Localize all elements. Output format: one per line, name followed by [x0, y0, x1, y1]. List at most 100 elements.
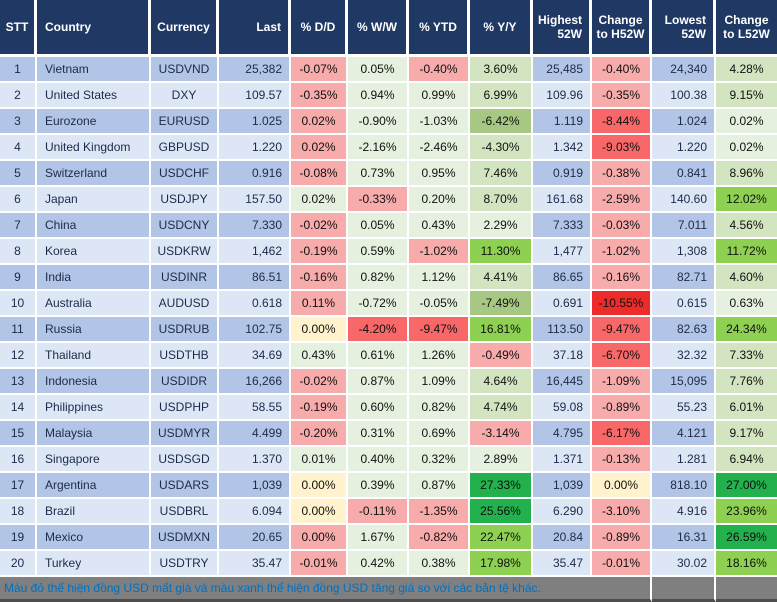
- cell-d-d: 0.00%: [291, 525, 348, 551]
- cell-currency: USDJPY: [151, 187, 219, 213]
- cell-y-y: -6.42%: [470, 109, 533, 135]
- cell-d-d: 0.43%: [291, 343, 348, 369]
- cell-change-to-l52w: 4.60%: [716, 265, 777, 291]
- cell-highest-52w: 0.919: [533, 161, 592, 187]
- cell-last: 35.47: [219, 551, 291, 577]
- cell-w-w: -4.20%: [348, 317, 409, 343]
- cell-stt: 9: [0, 265, 37, 291]
- cell-ytd: -1.35%: [409, 499, 470, 525]
- table-row: 17 Argentina USDARS 1,039 0.00% 0.39% 0.87% 27.…: [0, 473, 777, 499]
- cell-highest-52w: 109.96: [533, 83, 592, 109]
- cell-change-to-h52w: -0.13%: [592, 447, 652, 473]
- cell-change-to-l52w: 9.17%: [716, 421, 777, 447]
- cell-d-d: -0.19%: [291, 239, 348, 265]
- column-header-country: Country: [37, 0, 151, 57]
- table-body: 1 Vietnam USDVND 25,382 -0.07% 0.05% -0.40% 3.6…: [0, 57, 777, 577]
- cell-d-d: -0.16%: [291, 265, 348, 291]
- cell-highest-52w: 35.47: [533, 551, 592, 577]
- cell-currency: USDVND: [151, 57, 219, 83]
- cell-change-to-h52w: -0.40%: [592, 57, 652, 83]
- cell-stt: 3: [0, 109, 37, 135]
- cell-lowest-52w: 4.121: [652, 421, 716, 447]
- cell-currency: USDRUB: [151, 317, 219, 343]
- cell-w-w: 0.39%: [348, 473, 409, 499]
- cell-w-w: -0.72%: [348, 291, 409, 317]
- cell-currency: USDCNY: [151, 213, 219, 239]
- cell-w-w: 0.60%: [348, 395, 409, 421]
- cell-d-d: -0.02%: [291, 369, 348, 395]
- cell-currency: USDMYR: [151, 421, 219, 447]
- cell-change-to-h52w: -0.35%: [592, 83, 652, 109]
- cell-change-to-l52w: 8.96%: [716, 161, 777, 187]
- cell-lowest-52w: 24,340: [652, 57, 716, 83]
- table-footer: Màu đỏ thể hiện đồng USD mất giá và màu …: [0, 577, 777, 602]
- cell-w-w: 0.59%: [348, 239, 409, 265]
- cell-ytd: 0.99%: [409, 83, 470, 109]
- cell-change-to-l52w: 23.96%: [716, 499, 777, 525]
- cell-currency: USDCHF: [151, 161, 219, 187]
- cell-stt: 6: [0, 187, 37, 213]
- table-row: 11 Russia USDRUB 102.75 0.00% -4.20% -9.47% 16.…: [0, 317, 777, 343]
- cell-d-d: 0.02%: [291, 187, 348, 213]
- cell-country: China: [37, 213, 151, 239]
- cell-currency: USDKRW: [151, 239, 219, 265]
- cell-last: 157.50: [219, 187, 291, 213]
- footer-empty-cell: [652, 577, 716, 602]
- cell-stt: 7: [0, 213, 37, 239]
- cell-lowest-52w: 1.220: [652, 135, 716, 161]
- cell-change-to-l52w: 18.16%: [716, 551, 777, 577]
- cell-change-to-l52w: 9.15%: [716, 83, 777, 109]
- table-row: 1 Vietnam USDVND 25,382 -0.07% 0.05% -0.40% 3.6…: [0, 57, 777, 83]
- cell-country: Korea: [37, 239, 151, 265]
- cell-w-w: -0.90%: [348, 109, 409, 135]
- cell-lowest-52w: 140.60: [652, 187, 716, 213]
- cell-d-d: 0.02%: [291, 109, 348, 135]
- cell-y-y: -7.49%: [470, 291, 533, 317]
- cell-change-to-h52w: -9.47%: [592, 317, 652, 343]
- cell-change-to-h52w: -2.59%: [592, 187, 652, 213]
- cell-change-to-h52w: -0.01%: [592, 551, 652, 577]
- cell-country: United States: [37, 83, 151, 109]
- cell-stt: 17: [0, 473, 37, 499]
- cell-w-w: 1.67%: [348, 525, 409, 551]
- cell-last: 102.75: [219, 317, 291, 343]
- cell-country: Philippines: [37, 395, 151, 421]
- cell-highest-52w: 1.371: [533, 447, 592, 473]
- cell-ytd: -1.03%: [409, 109, 470, 135]
- cell-lowest-52w: 0.615: [652, 291, 716, 317]
- footer-row: Màu đỏ thể hiện đồng USD mất giá và màu …: [0, 577, 777, 602]
- cell-last: 0.916: [219, 161, 291, 187]
- cell-d-d: 0.02%: [291, 135, 348, 161]
- cell-country: Argentina: [37, 473, 151, 499]
- cell-last: 16,266: [219, 369, 291, 395]
- cell-lowest-52w: 818.10: [652, 473, 716, 499]
- column-header-change-to-h52w: Change to H52W: [592, 0, 652, 57]
- cell-lowest-52w: 4.916: [652, 499, 716, 525]
- cell-currency: USDINR: [151, 265, 219, 291]
- cell-currency: USDIDR: [151, 369, 219, 395]
- cell-y-y: 2.29%: [470, 213, 533, 239]
- cell-ytd: 0.43%: [409, 213, 470, 239]
- cell-change-to-h52w: -0.89%: [592, 395, 652, 421]
- cell-y-y: -4.30%: [470, 135, 533, 161]
- column-header-stt: STT: [0, 0, 37, 57]
- cell-d-d: -0.08%: [291, 161, 348, 187]
- cell-w-w: 0.05%: [348, 57, 409, 83]
- cell-country: Vietnam: [37, 57, 151, 83]
- cell-currency: USDPHP: [151, 395, 219, 421]
- column-header-last: Last: [219, 0, 291, 57]
- footer-empty-cell: [716, 577, 777, 602]
- cell-last: 109.57: [219, 83, 291, 109]
- cell-d-d: 0.00%: [291, 317, 348, 343]
- cell-last: 1.220: [219, 135, 291, 161]
- cell-lowest-52w: 100.38: [652, 83, 716, 109]
- cell-y-y: 11.30%: [470, 239, 533, 265]
- cell-currency: DXY: [151, 83, 219, 109]
- column-header-currency: Currency: [151, 0, 219, 57]
- cell-last: 1.370: [219, 447, 291, 473]
- table-header: STT Country Currency Last% D/D% W/W% YTD% Y…: [0, 0, 777, 57]
- cell-currency: GBPUSD: [151, 135, 219, 161]
- cell-highest-52w: 16,445: [533, 369, 592, 395]
- cell-stt: 19: [0, 525, 37, 551]
- cell-d-d: -0.20%: [291, 421, 348, 447]
